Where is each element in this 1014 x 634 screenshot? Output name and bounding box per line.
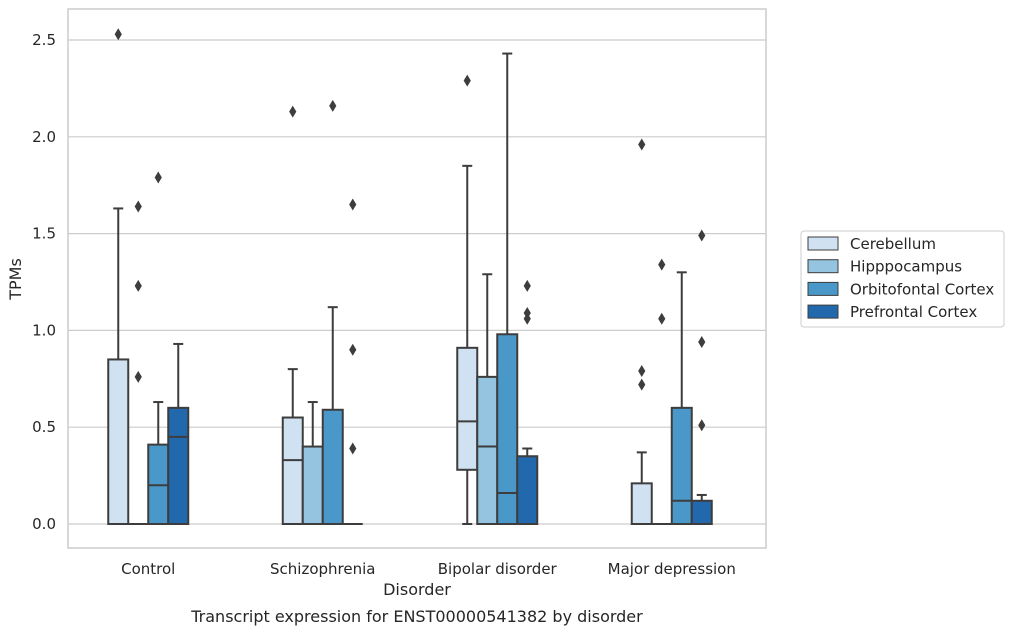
box-prefrontal-cortex bbox=[342, 198, 363, 525]
box-cerebellum bbox=[456, 74, 479, 525]
outlier-point bbox=[658, 258, 666, 271]
outlier-point bbox=[523, 279, 531, 292]
outlier-point bbox=[134, 200, 142, 213]
box-prefrontal-cortex bbox=[690, 229, 713, 526]
outlier-point bbox=[289, 105, 297, 118]
outlier-point bbox=[658, 312, 666, 325]
outlier-point bbox=[698, 419, 706, 432]
box-body bbox=[690, 499, 713, 526]
box-body bbox=[107, 358, 130, 525]
plot-frame bbox=[67, 8, 767, 549]
box-body bbox=[301, 445, 324, 525]
y-axis-ticks: 0.0 0.5 1.0 1.5 2.0 2.5 bbox=[32, 31, 56, 533]
outlier-point bbox=[329, 99, 337, 112]
outlier-point bbox=[638, 365, 646, 378]
box-orbitofontal-cortex bbox=[670, 271, 693, 525]
legend-label: Orbitofontal Cortex bbox=[850, 280, 994, 298]
outlier-point bbox=[638, 378, 646, 391]
legend-swatch bbox=[807, 304, 839, 319]
outlier-point bbox=[349, 442, 357, 455]
y-tick-label: 0.0 bbox=[32, 515, 56, 533]
outlier-point bbox=[349, 343, 357, 356]
x-axis-ticks: Control Schizophrenia Bipolar disorder Majo… bbox=[121, 560, 736, 578]
y-tick-label: 0.5 bbox=[32, 418, 56, 436]
box-cerebellum bbox=[107, 28, 130, 525]
y-tick-label: 2.0 bbox=[32, 128, 56, 146]
box-orbitofontal-cortex bbox=[496, 52, 519, 525]
box-body bbox=[167, 406, 190, 525]
box-hipppocampus bbox=[476, 273, 499, 526]
box-body bbox=[321, 408, 344, 525]
legend-label: Prefrontal Cortex bbox=[850, 303, 977, 321]
y-tick-label: 1.0 bbox=[32, 321, 56, 339]
outlier-point bbox=[698, 229, 706, 242]
box-hipppocampus bbox=[301, 401, 324, 525]
legend-label: Cerebellum bbox=[850, 235, 936, 253]
legend-swatch bbox=[807, 259, 839, 274]
outlier-point bbox=[698, 336, 706, 349]
x-tick-label: Bipolar disorder bbox=[438, 560, 558, 578]
legend-swatch bbox=[807, 236, 839, 251]
outlier-point bbox=[134, 279, 142, 292]
box-orbitofontal-cortex bbox=[321, 99, 344, 525]
legend-swatch bbox=[807, 281, 839, 296]
legend-label: Hipppocampus bbox=[850, 258, 962, 276]
x-tick-label: Schizophrenia bbox=[270, 560, 375, 578]
legend-frame bbox=[800, 230, 1005, 328]
box-series bbox=[107, 28, 713, 526]
box-body bbox=[670, 406, 693, 525]
outlier-point bbox=[638, 138, 646, 151]
box-body bbox=[281, 416, 304, 525]
box-body bbox=[630, 482, 653, 525]
y-tick-label: 2.5 bbox=[32, 31, 56, 49]
legend: Cerebellum Hipppocampus Orbitofontal Corte… bbox=[800, 230, 1005, 328]
outlier-point bbox=[523, 306, 531, 319]
x-tick-label: Control bbox=[121, 560, 175, 578]
box-body bbox=[516, 455, 539, 525]
box-body bbox=[476, 375, 499, 526]
x-axis-label: Disorder bbox=[383, 580, 451, 599]
y-tick-label: 1.5 bbox=[32, 225, 56, 243]
y-axis-label: TPMs bbox=[6, 258, 25, 301]
box-body bbox=[456, 346, 479, 471]
outlier-point bbox=[349, 198, 357, 211]
box-orbitofontal-cortex bbox=[147, 171, 170, 525]
box-prefrontal-cortex bbox=[167, 342, 190, 525]
box-prefrontal-cortex bbox=[516, 279, 539, 525]
box-hipppocampus bbox=[128, 200, 149, 525]
outlier-point bbox=[134, 370, 142, 383]
outlier-point bbox=[114, 28, 122, 41]
box-hipppocampus bbox=[651, 258, 672, 525]
outlier-point bbox=[463, 74, 471, 87]
box-cerebellum bbox=[630, 138, 653, 525]
chart-caption: Transcript expression for ENST0000054138… bbox=[190, 607, 643, 626]
x-tick-label: Major depression bbox=[608, 560, 736, 578]
box-body bbox=[496, 333, 519, 525]
outlier-point bbox=[154, 171, 162, 184]
box-cerebellum bbox=[281, 105, 304, 525]
